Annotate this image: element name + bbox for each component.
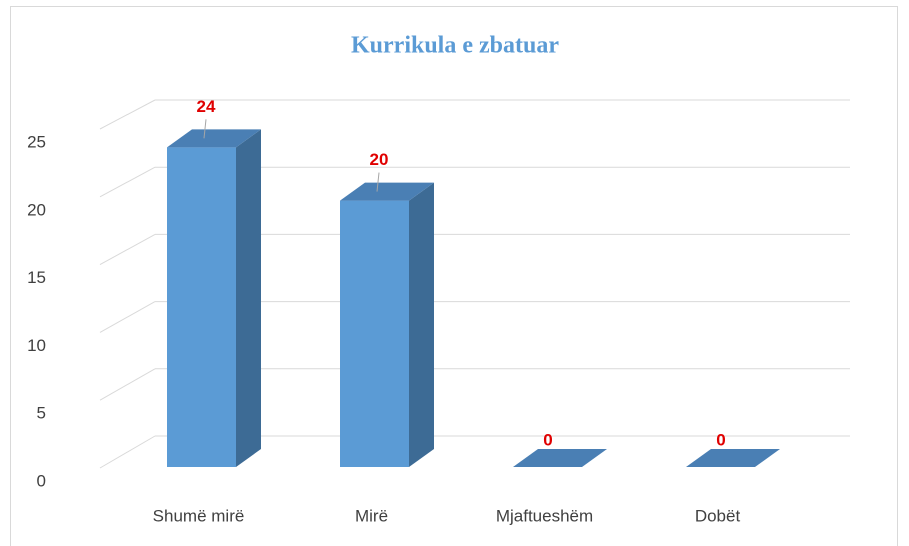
- grid-line: [99, 301, 156, 333]
- data-label: 0: [716, 430, 725, 449]
- bar-face: [167, 147, 236, 467]
- bar: [340, 182, 434, 467]
- grid-line: [99, 233, 156, 266]
- data-label: 20: [370, 150, 389, 169]
- data-label: 24: [197, 97, 216, 116]
- y-tick-label: 25: [27, 132, 46, 151]
- x-tick-label: Shumë mirë: [153, 506, 245, 525]
- bar-face: [513, 449, 607, 467]
- bar-face: [686, 449, 780, 467]
- grid-line: [99, 99, 156, 130]
- x-tick-label: Mjaftueshëm: [496, 506, 593, 525]
- data-label: 0: [543, 430, 552, 449]
- leader-line: [203, 119, 207, 139]
- bar: [686, 449, 780, 467]
- grid-line: [99, 368, 156, 401]
- bar-face: [409, 182, 434, 467]
- y-tick-label: 0: [37, 471, 46, 490]
- y-tick-label: 20: [27, 200, 46, 219]
- bar-face: [340, 200, 409, 467]
- bar: [167, 129, 261, 467]
- x-tick-label: Mirë: [355, 506, 388, 525]
- y-tick-label: 15: [27, 268, 46, 287]
- x-tick-label: Dobët: [695, 506, 741, 525]
- y-tick-label: 5: [37, 404, 46, 423]
- bar-face: [340, 182, 434, 201]
- grid-line: [99, 435, 156, 469]
- grid-line: [99, 166, 156, 198]
- chart-title: Kurrikula e zbatuar: [351, 33, 559, 59]
- y-tick-label: 10: [27, 336, 46, 355]
- chart-frame: [10, 6, 898, 546]
- bar-face: [236, 129, 261, 467]
- bar-face: [167, 129, 261, 148]
- bar: [513, 449, 607, 467]
- leader-line: [376, 172, 380, 192]
